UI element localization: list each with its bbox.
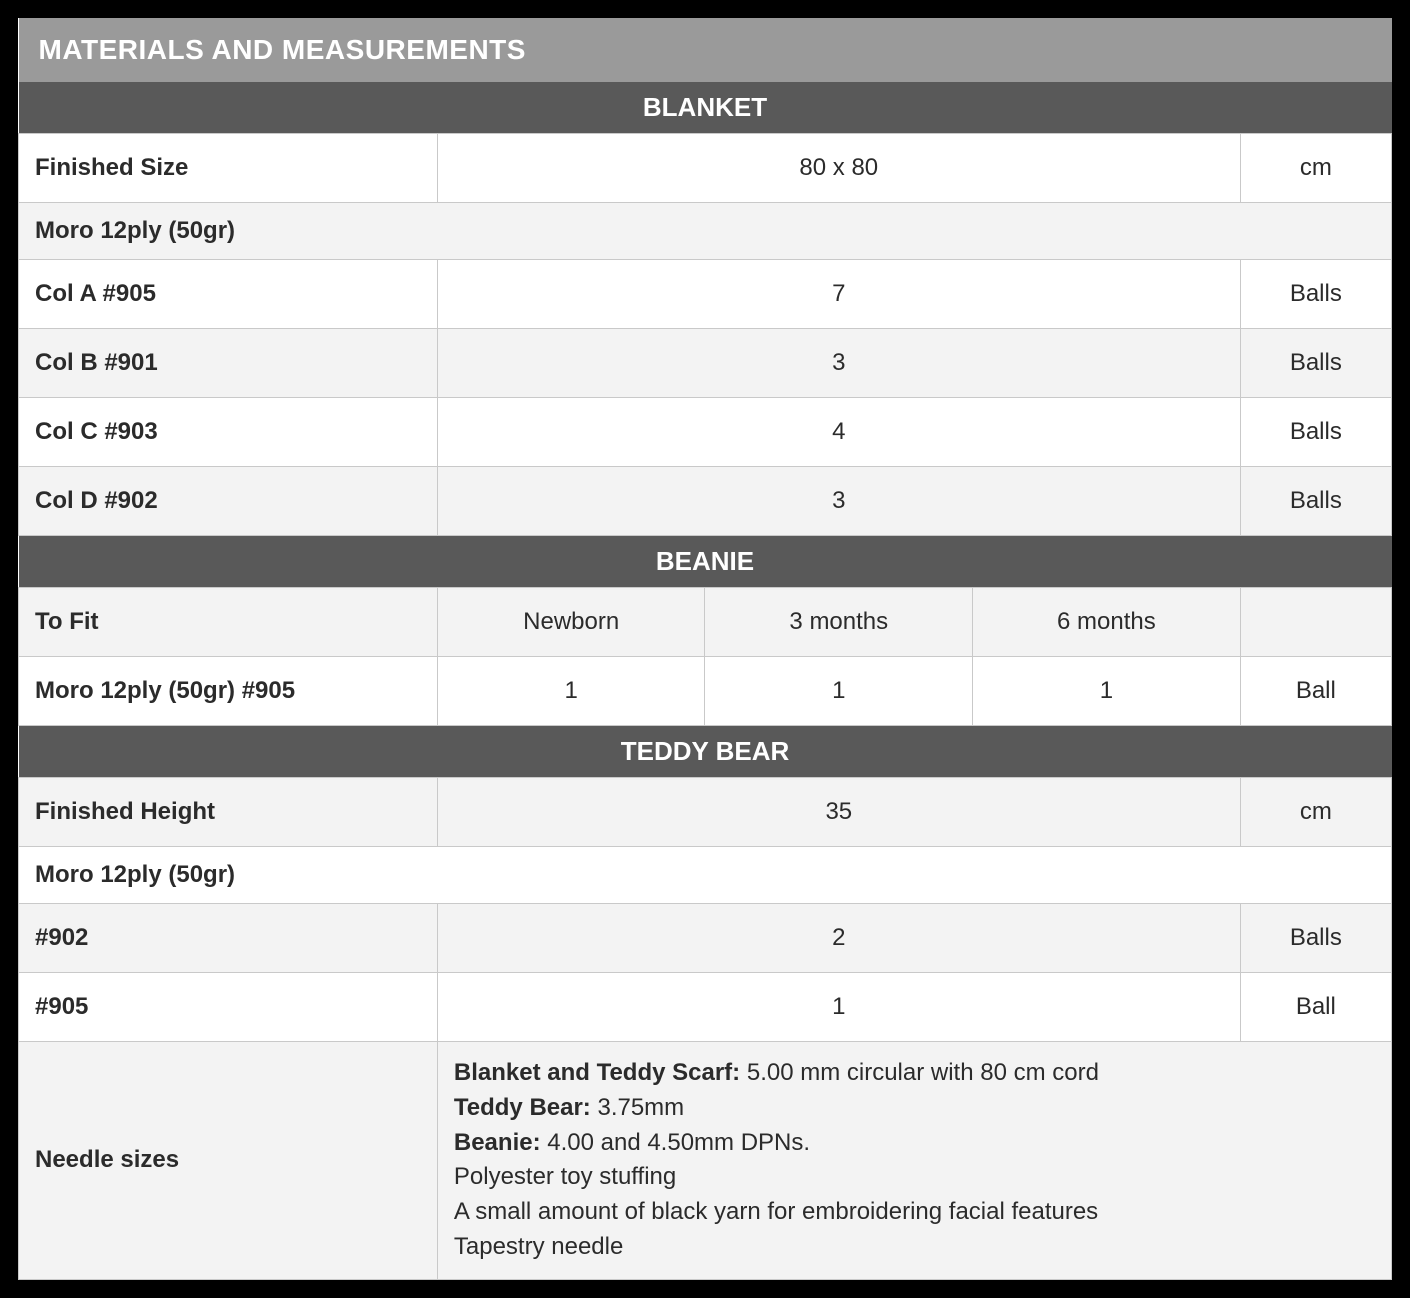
beanie-size-1: 3 months <box>705 588 973 657</box>
table-row: Col C #903 4 Balls <box>19 398 1392 467</box>
table-row: #902 2 Balls <box>19 904 1392 973</box>
blanket-finished-size-label: Finished Size <box>19 134 438 203</box>
section-beanie: BEANIE <box>19 536 1392 588</box>
blanket-col-d-label: Col D #902 <box>19 467 438 536</box>
teddy-height-unit: cm <box>1240 778 1391 847</box>
blanket-col-b-value: 3 <box>437 329 1240 398</box>
needle-sizes-row: Needle sizes Blanket and Teddy Scarf: 5.… <box>19 1042 1392 1280</box>
needle-line2-bold: Teddy Bear: <box>454 1094 591 1121</box>
teddy-902-unit: Balls <box>1240 904 1391 973</box>
teddy-yarn-header: Moro 12ply (50gr) <box>19 847 1392 904</box>
beanie-yarn-label: Moro 12ply (50gr) #905 <box>19 657 438 726</box>
teddy-905-value: 1 <box>437 973 1240 1042</box>
teddy-905-label: #905 <box>19 973 438 1042</box>
materials-table: MATERIALS AND MEASUREMENTS BLANKET Finis… <box>18 18 1392 1280</box>
blanket-col-b-unit: Balls <box>1240 329 1391 398</box>
blanket-yarn-header-row: Moro 12ply (50gr) <box>19 203 1392 260</box>
section-blanket: BLANKET <box>19 82 1392 134</box>
teddy-902-value: 2 <box>437 904 1240 973</box>
needle-sizes-label: Needle sizes <box>19 1042 438 1280</box>
beanie-size-2: 6 months <box>973 588 1241 657</box>
table-title: MATERIALS AND MEASUREMENTS <box>19 18 1392 82</box>
teddy-height-row: Finished Height 35 cm <box>19 778 1392 847</box>
needle-line3-rest: 4.00 and 4.50mm DPNs. <box>541 1129 810 1156</box>
beanie-yarn-row: Moro 12ply (50gr) #905 1 1 1 Ball <box>19 657 1392 726</box>
blanket-col-a-value: 7 <box>437 260 1240 329</box>
needle-line3-bold: Beanie: <box>454 1129 541 1156</box>
beanie-size-0: Newborn <box>437 588 705 657</box>
teddy-height-value: 35 <box>437 778 1240 847</box>
blanket-col-c-unit: Balls <box>1240 398 1391 467</box>
needle-line2-rest: 3.75mm <box>591 1094 684 1121</box>
teddy-yarn-header-row: Moro 12ply (50gr) <box>19 847 1392 904</box>
beanie-tofit-label: To Fit <box>19 588 438 657</box>
section-blanket-header: BLANKET <box>19 82 1392 134</box>
title-row: MATERIALS AND MEASUREMENTS <box>19 18 1392 82</box>
section-teddy: TEDDY BEAR <box>19 726 1392 778</box>
section-beanie-header: BEANIE <box>19 536 1392 588</box>
beanie-tofit-row: To Fit Newborn 3 months 6 months <box>19 588 1392 657</box>
beanie-yarn-0: 1 <box>437 657 705 726</box>
needle-line5: A small amount of black yarn for embroid… <box>454 1198 1098 1225</box>
needle-sizes-content: Blanket and Teddy Scarf: 5.00 mm circula… <box>437 1042 1391 1280</box>
section-teddy-header: TEDDY BEAR <box>19 726 1392 778</box>
blanket-col-a-unit: Balls <box>1240 260 1391 329</box>
blanket-finished-size-unit: cm <box>1240 134 1391 203</box>
teddy-905-unit: Ball <box>1240 973 1391 1042</box>
blanket-col-c-value: 4 <box>437 398 1240 467</box>
blanket-finished-size-value: 80 x 80 <box>437 134 1240 203</box>
blanket-col-b-label: Col B #901 <box>19 329 438 398</box>
needle-line4: Polyester toy stuffing <box>454 1163 676 1190</box>
beanie-tofit-unit <box>1240 588 1391 657</box>
teddy-902-label: #902 <box>19 904 438 973</box>
beanie-yarn-1: 1 <box>705 657 973 726</box>
blanket-col-d-unit: Balls <box>1240 467 1391 536</box>
table-row: #905 1 Ball <box>19 973 1392 1042</box>
blanket-col-c-label: Col C #903 <box>19 398 438 467</box>
blanket-col-a-label: Col A #905 <box>19 260 438 329</box>
needle-line1-bold: Blanket and Teddy Scarf: <box>454 1059 740 1086</box>
teddy-height-label: Finished Height <box>19 778 438 847</box>
needle-line6: Tapestry needle <box>454 1233 623 1260</box>
beanie-yarn-unit: Ball <box>1240 657 1391 726</box>
table-row: Col D #902 3 Balls <box>19 467 1392 536</box>
table-row: Col B #901 3 Balls <box>19 329 1392 398</box>
blanket-yarn-header: Moro 12ply (50gr) <box>19 203 1392 260</box>
needle-line1-rest: 5.00 mm circular with 80 cm cord <box>740 1059 1099 1086</box>
beanie-yarn-2: 1 <box>973 657 1241 726</box>
blanket-finished-size-row: Finished Size 80 x 80 cm <box>19 134 1392 203</box>
table-row: Col A #905 7 Balls <box>19 260 1392 329</box>
blanket-col-d-value: 3 <box>437 467 1240 536</box>
